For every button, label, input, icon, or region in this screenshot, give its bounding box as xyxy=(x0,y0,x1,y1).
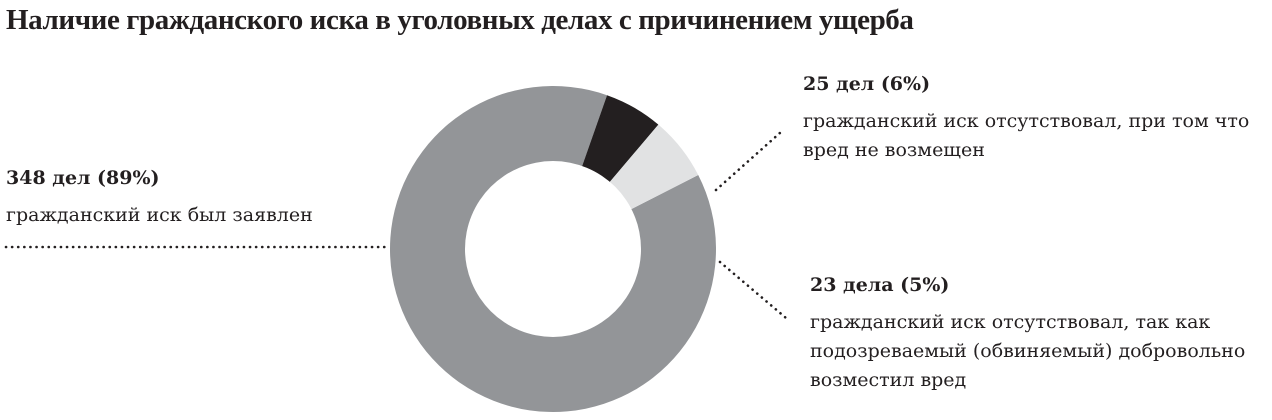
slice-desc-claimed: гражданский иск был заявлен xyxy=(6,204,313,226)
slice-desc-absent-not-compensated: гражданский иск отсутствовал, при том чт… xyxy=(803,110,1250,161)
slice-value-absent-compensated: 23 дела (5%) xyxy=(810,274,950,296)
leader-lines xyxy=(4,130,788,320)
slice-label-absent-compensated: 23 дела (5%) гражданский иск отсутствова… xyxy=(810,271,1265,395)
slice-value-absent-not-compensated: 25 дел (6%) xyxy=(803,73,931,95)
leader-line-absent-not-compensated xyxy=(714,130,783,192)
slice-value-claimed: 348 дел (89%) xyxy=(6,167,160,189)
donut-hole xyxy=(465,161,641,337)
slice-label-claimed: 348 дел (89%) гражданский иск был заявле… xyxy=(6,164,386,230)
slice-desc-absent-compensated: гражданский иск отсутствовал, так как по… xyxy=(810,311,1246,391)
chart-title: Наличие гражданского иска в уголовных де… xyxy=(6,4,914,36)
slice-label-absent-not-compensated: 25 дел (6%) гражданский иск отсутствовал… xyxy=(803,70,1265,165)
leader-line-absent-compensated xyxy=(718,260,788,320)
